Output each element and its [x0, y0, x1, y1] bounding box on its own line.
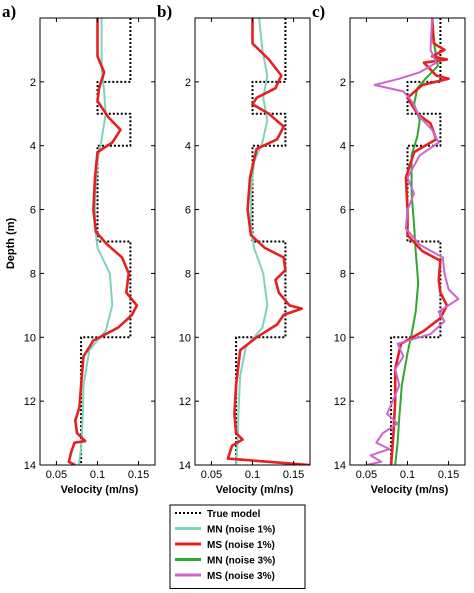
- panels: 2 4 6 8 10 12 14 0.05 0.1 0.15 a) Velocity (m/ns) De…: [2, 2, 466, 496]
- y-tick-label: 8: [340, 268, 346, 280]
- panel-2: 2 4 6 8 10 12 14 0.05 0.1 0.15 b) Velocity (m/ns): [157, 2, 311, 496]
- x-tick-label: 0.1: [400, 469, 415, 481]
- x-tick-label: 0.1: [90, 469, 105, 481]
- series-line-1: [80, 18, 132, 465]
- series-line-3: [389, 18, 450, 465]
- x-axis-label: Velocity (m/ns): [61, 484, 139, 496]
- y-tick-label: 4: [340, 141, 346, 153]
- series-group: [366, 18, 460, 465]
- x-tick-label: 0.05: [356, 469, 377, 481]
- y-tick-label: 4: [185, 141, 191, 153]
- y-tick-label: 6: [185, 205, 191, 217]
- panel-label: c): [312, 2, 325, 21]
- y-tick-label: 12: [24, 396, 36, 408]
- panel-3: 2 4 6 8 10 12 14 0.05 0.1 0.15 c) Velocity (m/ns): [312, 2, 466, 496]
- series-line-3: [226, 18, 310, 465]
- series-group: [226, 18, 310, 465]
- y-tick-label: 2: [30, 77, 36, 89]
- x-tick-label: 0.15: [128, 469, 149, 481]
- y-tick-label: 12: [334, 396, 346, 408]
- y-tick-label: 4: [30, 141, 36, 153]
- legend-entry: True model: [207, 509, 261, 520]
- panel-1: 2 4 6 8 10 12 14 0.05 0.1 0.15 a) Velocity (m/ns) De…: [2, 2, 156, 496]
- y-tick-label: 10: [24, 332, 36, 344]
- panel-label: b): [157, 2, 172, 21]
- x-tick-label: 0.1: [245, 469, 260, 481]
- series-line-2: [394, 18, 439, 465]
- legend-entry: MN (noise 1%): [207, 525, 275, 536]
- y-tick-label: 6: [30, 205, 36, 217]
- series-line-4: [366, 18, 460, 465]
- y-tick-label: 14: [24, 460, 36, 472]
- series-line-3: [67, 18, 139, 465]
- x-axis-label: Velocity (m/ns): [216, 484, 294, 496]
- y-tick-label: 8: [185, 268, 191, 280]
- series-line-2: [77, 18, 114, 465]
- y-tick-label: 6: [340, 205, 346, 217]
- x-tick-label: 0.05: [46, 469, 67, 481]
- y-tick-label: 2: [340, 77, 346, 89]
- legend: True model MN (noise 1%) MS (noise 1%) MN (…: [169, 504, 306, 589]
- legend-entry: MS (noise 3%): [207, 571, 275, 582]
- x-tick-label: 0.15: [283, 469, 304, 481]
- series-line-1: [235, 18, 287, 465]
- y-tick-label: 14: [334, 460, 346, 472]
- x-tick-label: 0.15: [438, 469, 459, 481]
- y-tick-label: 12: [179, 396, 191, 408]
- x-tick-label: 0.05: [201, 469, 222, 481]
- panel-label: a): [2, 2, 16, 21]
- legend-entry: MS (noise 1%): [207, 540, 275, 551]
- y-axis-label: Depth (m): [5, 218, 17, 270]
- y-tick-label: 10: [179, 332, 191, 344]
- y-tick-label: 10: [334, 332, 346, 344]
- plot-frame: [349, 17, 466, 466]
- y-tick-label: 8: [30, 268, 36, 280]
- x-axis-label: Velocity (m/ns): [371, 484, 449, 496]
- series-group: [67, 18, 139, 465]
- y-tick-label: 14: [179, 460, 191, 472]
- y-tick-label: 2: [185, 77, 191, 89]
- legend-entry: MN (noise 3%): [207, 556, 275, 567]
